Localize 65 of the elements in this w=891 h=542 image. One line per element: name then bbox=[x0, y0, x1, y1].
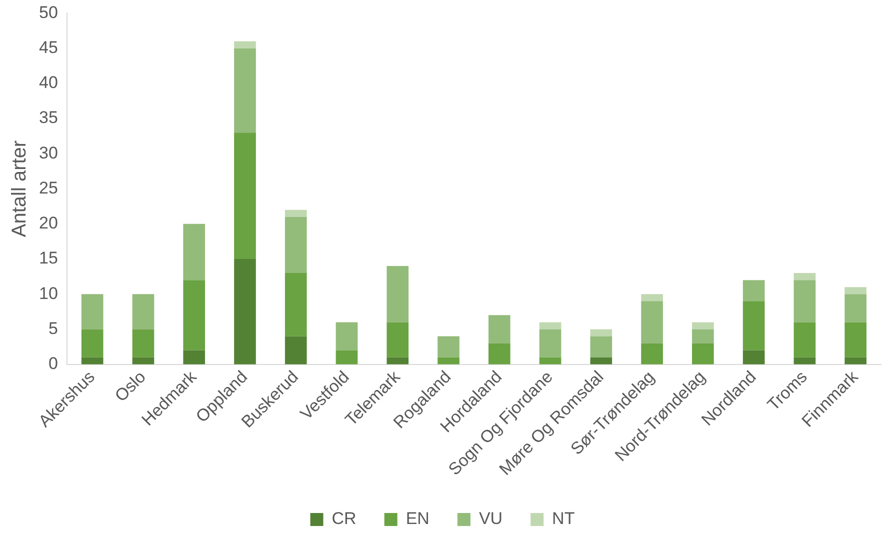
bar bbox=[641, 294, 663, 302]
bar bbox=[488, 343, 510, 364]
bar bbox=[183, 350, 206, 364]
bar bbox=[132, 294, 154, 330]
bar bbox=[284, 336, 307, 364]
bar bbox=[234, 259, 256, 364]
bar bbox=[794, 322, 816, 358]
bar bbox=[844, 287, 866, 294]
bar bbox=[284, 273, 307, 336]
legend-label: EN bbox=[406, 509, 430, 528]
bar bbox=[692, 329, 714, 344]
bar bbox=[641, 301, 663, 344]
bar bbox=[844, 294, 866, 322]
bar bbox=[590, 329, 612, 336]
bar bbox=[336, 322, 358, 350]
bar bbox=[844, 357, 866, 364]
bar bbox=[183, 224, 206, 280]
bar bbox=[539, 322, 562, 330]
bar bbox=[386, 322, 409, 358]
bar bbox=[438, 357, 460, 364]
bar bbox=[742, 301, 765, 350]
y-tick-label: 10 bbox=[38, 284, 58, 303]
bar bbox=[183, 280, 206, 350]
legend-label: CR bbox=[332, 509, 356, 528]
bar bbox=[794, 273, 816, 280]
bar bbox=[844, 322, 866, 358]
y-tick-label: 20 bbox=[38, 214, 58, 233]
y-tick-label: 30 bbox=[38, 143, 58, 162]
bar bbox=[386, 357, 409, 364]
bar bbox=[692, 343, 714, 364]
bar bbox=[539, 357, 562, 364]
y-tick-label: 25 bbox=[38, 178, 58, 198]
bar bbox=[336, 350, 358, 364]
y-tick-label: 5 bbox=[48, 318, 58, 338]
y-tick-label: 15 bbox=[38, 248, 58, 268]
bar bbox=[234, 41, 256, 48]
bar bbox=[590, 336, 612, 358]
bar bbox=[539, 329, 562, 358]
bar bbox=[794, 357, 816, 364]
bar bbox=[81, 294, 104, 330]
bar bbox=[488, 315, 510, 344]
y-tick-label: 0 bbox=[48, 354, 58, 374]
y-tick-label: 45 bbox=[38, 38, 58, 57]
bar bbox=[81, 357, 104, 364]
bar bbox=[284, 216, 307, 274]
bar bbox=[284, 210, 307, 217]
bar bbox=[386, 266, 409, 322]
bar bbox=[794, 280, 816, 322]
bar bbox=[132, 357, 154, 364]
bar bbox=[234, 132, 256, 259]
y-tick-label: 40 bbox=[38, 73, 58, 92]
legend-label: VU bbox=[478, 509, 503, 528]
bar bbox=[692, 322, 714, 330]
bar bbox=[590, 357, 612, 364]
bar bbox=[132, 329, 154, 358]
bar bbox=[234, 48, 256, 133]
bar bbox=[641, 343, 663, 364]
y-axis-title: Antall arter bbox=[8, 140, 31, 238]
bar bbox=[438, 336, 460, 358]
bar bbox=[742, 350, 765, 364]
legend-label: NT bbox=[552, 509, 575, 528]
bar bbox=[81, 329, 104, 358]
y-tick-label: 35 bbox=[38, 108, 58, 128]
y-tick-label: 50 bbox=[38, 2, 58, 22]
bar bbox=[742, 280, 765, 302]
